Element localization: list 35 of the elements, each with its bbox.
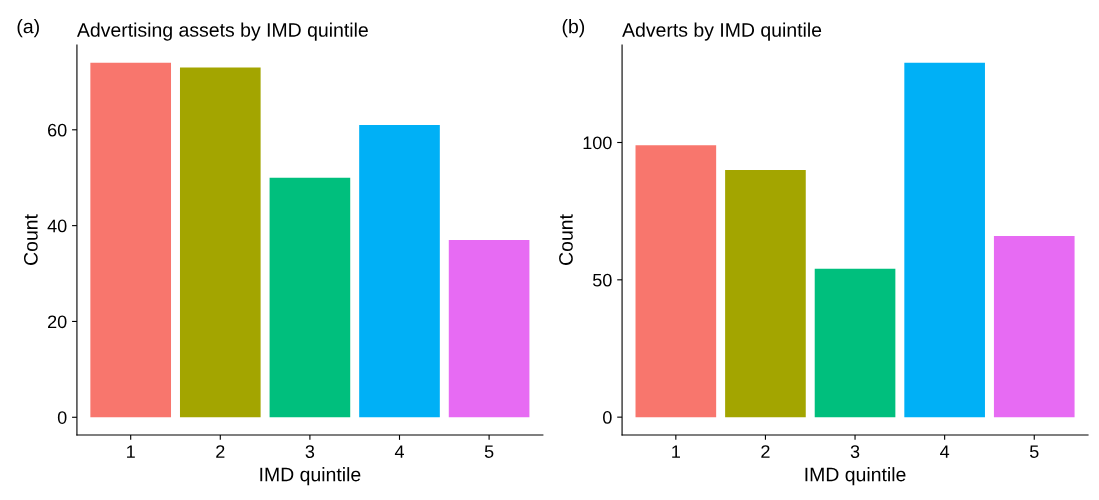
x-tick-label: 3 bbox=[850, 445, 860, 458]
x-axis-title: IMD quintile bbox=[260, 467, 361, 486]
y-tick-label: 0 bbox=[57, 411, 67, 424]
bar bbox=[635, 145, 717, 418]
bar bbox=[904, 62, 985, 418]
y-tick-label: 50 bbox=[592, 273, 612, 287]
x-tick-label: 1 bbox=[127, 445, 135, 458]
text: (b) bbox=[562, 19, 585, 38]
x-tick-label: 5 bbox=[1029, 445, 1039, 458]
x-tick-label: 1 bbox=[672, 445, 680, 458]
x-tick-label: 3 bbox=[305, 445, 315, 458]
chart-title: Advertising assets by IMD quintile bbox=[76, 22, 368, 41]
bar bbox=[179, 67, 261, 418]
x-tick-label: 2 bbox=[761, 445, 770, 458]
bar bbox=[448, 240, 530, 418]
bar bbox=[269, 177, 351, 418]
bar bbox=[90, 62, 172, 418]
x-tick-label: 5 bbox=[484, 445, 494, 458]
x-tick-label: 4 bbox=[394, 445, 404, 458]
text: (a) bbox=[17, 19, 39, 38]
bar bbox=[725, 169, 806, 418]
x-axis-title: IMD quintile bbox=[805, 467, 906, 486]
y-tick-label: 20 bbox=[48, 315, 67, 329]
chart-title: Adverts by IMD quintile bbox=[622, 22, 822, 41]
y-axis-title: Count bbox=[559, 214, 573, 265]
bar bbox=[359, 125, 440, 418]
bar bbox=[814, 268, 896, 418]
y-tick-label: 40 bbox=[47, 219, 67, 233]
y-tick-label: 100 bbox=[583, 136, 612, 150]
y-tick-label: 60 bbox=[48, 123, 67, 137]
x-tick-label: 4 bbox=[940, 445, 950, 458]
y-tick-label: 0 bbox=[603, 411, 612, 424]
bar bbox=[993, 235, 1075, 418]
y-axis-title: Count bbox=[23, 214, 38, 265]
x-tick-label: 2 bbox=[216, 445, 225, 458]
